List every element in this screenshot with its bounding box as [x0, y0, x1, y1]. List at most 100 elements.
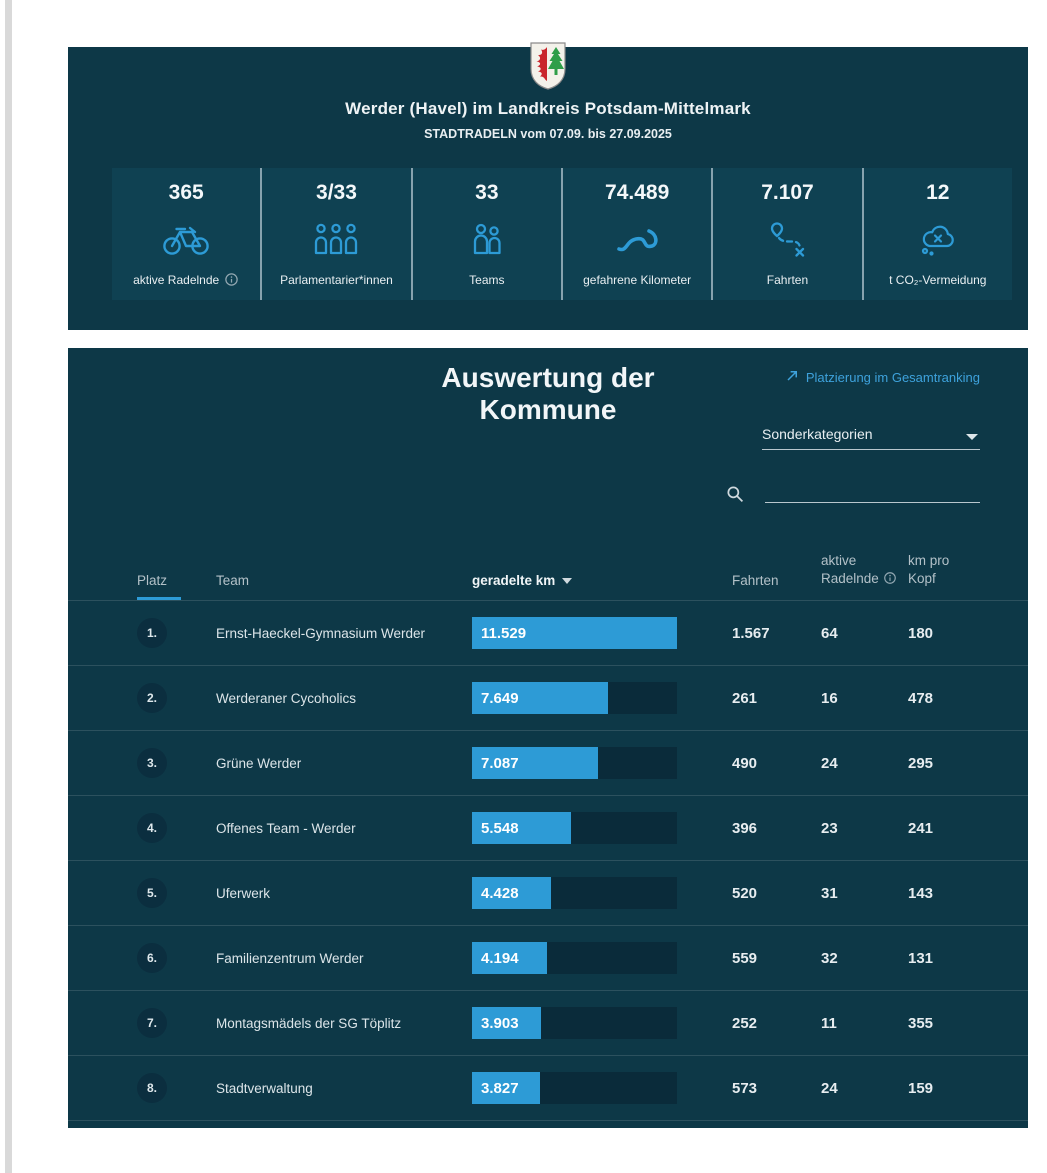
parliamentarians-icon — [313, 218, 359, 260]
tile-value: 33 — [475, 181, 499, 204]
header-platz: Platz — [137, 573, 216, 600]
fahrten-value: 252 — [732, 1014, 758, 1032]
km-bar-fill: 5.548 — [472, 812, 571, 844]
summary-card: Werder (Havel) im Landkreis Potsdam-Mitt… — [68, 42, 1028, 330]
stat-tile: 7.107 Fahrten — [713, 168, 862, 300]
team-name: Grüne Werder — [216, 755, 302, 771]
km-bar-fill: 3.903 — [472, 1007, 542, 1039]
sonderkategorien-select[interactable]: Sonderkategorien — [762, 422, 980, 450]
table-row[interactable]: 3. Grüne Werder 7.087 490 24 295 — [68, 731, 1028, 796]
stat-tile: 74.489 gefahrene Kilometer — [562, 168, 712, 300]
team-name: Familienzentrum Werder — [216, 950, 364, 966]
window-edge-strip — [5, 0, 12, 1173]
gesamtranking-link[interactable]: Platzierung im Gesamtranking — [785, 368, 980, 386]
ne-arrow-icon — [785, 368, 800, 386]
rank-badge: 7. — [137, 1008, 167, 1038]
header-team: Team — [216, 573, 250, 588]
aktive-radelnde-value: 24 — [821, 754, 838, 772]
table-row[interactable]: 7. Montagsmädels der SG Töplitz 3.903 25… — [68, 991, 1028, 1056]
header-km-pro-kopf: km pro Kopf — [908, 552, 950, 586]
aktive-radelnde-value: 23 — [821, 819, 838, 837]
km-pro-kopf-value: 180 — [908, 624, 934, 642]
fahrten-value: 396 — [732, 819, 758, 837]
team-name: Stadtverwaltung — [216, 1080, 313, 1096]
teams-icon — [469, 218, 505, 260]
km-bar: 11.529 — [472, 617, 677, 649]
tile-value: 365 — [168, 181, 204, 204]
stat-tile: 3/33 Parlamentarier*innen — [262, 168, 411, 300]
rank-badge: 5. — [137, 878, 167, 908]
km-pro-kopf-value: 143 — [908, 884, 934, 902]
werder-havel-crest — [529, 41, 567, 91]
tile-value: 3/33 — [316, 181, 357, 204]
km-bar: 7.087 — [472, 747, 677, 779]
info-icon[interactable] — [883, 571, 897, 585]
gesamtranking-link-label: Platzierung im Gesamtranking — [805, 369, 980, 385]
bicycle-icon — [162, 218, 210, 260]
rank-badge: 8. — [137, 1073, 167, 1103]
rank-badge: 4. — [137, 813, 167, 843]
table-header-row: Platz Team geradelte km Fahrten aktive R… — [68, 540, 1028, 600]
km-pro-kopf-value: 478 — [908, 689, 934, 707]
sort-desc-icon — [562, 577, 573, 584]
header-geradelte-km[interactable]: geradelte km — [472, 573, 732, 588]
stat-tile: 365 aktive Radelnde — [112, 168, 261, 300]
fahrten-value: 490 — [732, 754, 758, 772]
tile-label: gefahrene Kilometer — [583, 273, 692, 287]
team-search-input[interactable] — [765, 476, 980, 502]
km-value: 3.827 — [481, 1079, 519, 1097]
team-search-field[interactable] — [765, 476, 980, 503]
km-pro-kopf-value: 241 — [908, 819, 934, 837]
km-value: 3.903 — [481, 1014, 519, 1032]
km-bar-fill: 11.529 — [472, 617, 677, 649]
header-fahrten: Fahrten — [732, 573, 779, 588]
table-row[interactable]: 4. Offenes Team - Werder 5.548 396 23 24… — [68, 796, 1028, 861]
km-value: 5.548 — [481, 819, 519, 837]
ranking-title: Auswertung der Kommune — [441, 362, 655, 426]
stat-tiles: 365 aktive Radelnde 3/33 Parlamentarier*… — [112, 168, 1012, 300]
km-pro-kopf-value: 131 — [908, 949, 934, 967]
table-row[interactable]: 1. Ernst-Haeckel-Gymnasium Werder 11.529… — [68, 601, 1028, 666]
tile-label: Fahrten — [766, 273, 809, 287]
fahrten-value: 573 — [732, 1079, 758, 1097]
km-value: 7.087 — [481, 754, 519, 772]
km-bar-fill: 7.649 — [472, 682, 608, 714]
table-row[interactable]: 2. Werderaner Cycoholics 7.649 261 16 47… — [68, 666, 1028, 731]
stat-tile: 12 t CO₂-Vermeidung — [863, 168, 1012, 300]
team-name: Uferwerk — [216, 885, 271, 901]
team-name: Ernst-Haeckel-Gymnasium Werder — [216, 625, 426, 641]
tile-value: 7.107 — [761, 181, 814, 204]
ranking-card: Auswertung der Kommune Platzierung im Ge… — [68, 348, 1028, 1128]
km-pro-kopf-value: 295 — [908, 754, 934, 772]
route-icon — [766, 218, 808, 260]
km-bar-fill: 4.428 — [472, 877, 551, 909]
tile-value: 12 — [926, 181, 950, 204]
table-row[interactable]: 8. Stadtverwaltung 3.827 573 24 159 — [68, 1056, 1028, 1121]
km-value: 4.194 — [481, 949, 519, 967]
table-row[interactable]: 6. Familienzentrum Werder 4.194 559 32 1… — [68, 926, 1028, 991]
kommune-title: Werder (Havel) im Landkreis Potsdam-Mitt… — [345, 99, 751, 118]
search-icon — [726, 485, 745, 509]
km-value: 11.529 — [481, 624, 527, 642]
tile-label: Parlamentarier*innen — [280, 273, 393, 287]
tile-label: Teams — [469, 273, 505, 287]
aktive-radelnde-value: 31 — [821, 884, 838, 902]
fahrten-value: 559 — [732, 949, 758, 967]
table-row[interactable]: 5. Uferwerk 4.428 520 31 143 — [68, 861, 1028, 926]
km-bar: 4.428 — [472, 877, 677, 909]
fahrten-value: 520 — [732, 884, 758, 902]
aktive-radelnde-value: 32 — [821, 949, 838, 967]
km-pro-kopf-value: 159 — [908, 1079, 934, 1097]
tile-label: aktive Radelnde — [133, 272, 220, 287]
km-bar-fill: 7.087 — [472, 747, 599, 779]
info-icon[interactable] — [224, 272, 239, 287]
aktive-radelnde-value: 64 — [821, 624, 838, 642]
tile-value: 74.489 — [605, 181, 670, 204]
fahrten-value: 1.567 — [732, 624, 770, 642]
co2-cloud-icon — [918, 218, 958, 260]
km-bar-fill: 3.827 — [472, 1072, 541, 1104]
team-name: Offenes Team - Werder — [216, 820, 356, 836]
aktive-radelnde-value: 11 — [821, 1014, 837, 1032]
km-value: 4.428 — [481, 884, 519, 902]
fahrten-value: 261 — [732, 689, 758, 707]
